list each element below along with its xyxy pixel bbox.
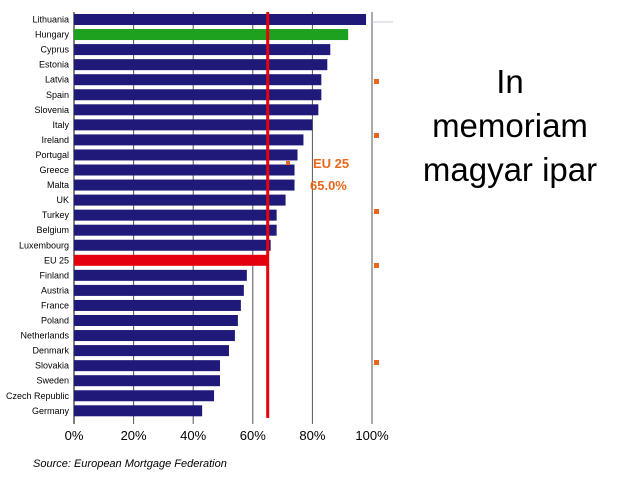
- category-label: Denmark: [32, 346, 69, 356]
- category-label: France: [41, 300, 69, 310]
- bar: [74, 360, 221, 372]
- category-label: Lithuania: [32, 15, 69, 25]
- side-caption-line-1: In: [496, 63, 524, 100]
- bars: [74, 14, 367, 417]
- orange-marker: [374, 360, 379, 365]
- bar: [74, 104, 319, 116]
- eu25-reference: EU 25 65.0%: [266, 12, 349, 418]
- category-label: UK: [56, 195, 69, 205]
- bar: [74, 284, 244, 296]
- x-tick-label: 60%: [240, 428, 266, 443]
- category-label: Italy: [52, 120, 69, 130]
- bar: [74, 74, 322, 86]
- category-label: Netherlands: [20, 331, 69, 341]
- bar: [74, 224, 277, 236]
- category-label: Malta: [47, 180, 69, 190]
- bar: [74, 164, 295, 176]
- reference-label-name: EU 25: [313, 156, 349, 171]
- category-label: Hungary: [35, 30, 70, 40]
- bar: [74, 14, 367, 25]
- category-labels: Lithuania Hungary Cyprus Estonia Latvia Spain…: [6, 15, 70, 416]
- category-label: Turkey: [42, 210, 70, 220]
- x-tick-label: 40%: [180, 428, 206, 443]
- x-tick-label: 20%: [121, 428, 147, 443]
- bar: [74, 149, 298, 161]
- bar: [74, 330, 235, 342]
- category-label: Poland: [41, 316, 69, 326]
- category-label: Spain: [46, 90, 69, 100]
- category-label: Portugal: [35, 150, 69, 160]
- bar: [74, 29, 349, 41]
- x-tick-label: 100%: [355, 428, 389, 443]
- x-tick-label: 0%: [65, 428, 84, 443]
- bar: [74, 315, 238, 326]
- bar: [74, 239, 271, 251]
- bar: [74, 179, 295, 191]
- bar: [74, 299, 241, 311]
- orange-marker: [374, 209, 379, 214]
- category-label: Estonia: [39, 60, 69, 70]
- x-tick-label: 80%: [299, 428, 325, 443]
- bar: [74, 119, 313, 131]
- orange-marker: [374, 133, 379, 138]
- side-caption: In memoriam magyar ipar: [392, 60, 628, 192]
- bar: [74, 345, 229, 357]
- orange-markers: [374, 79, 379, 365]
- category-label: Belgium: [36, 225, 69, 235]
- bar: [74, 254, 268, 266]
- category-label: Sweden: [36, 376, 69, 386]
- category-label: Finland: [39, 270, 69, 280]
- bar: [74, 209, 277, 221]
- bar: [74, 134, 304, 146]
- side-caption-line-3: magyar ipar: [422, 151, 598, 188]
- category-label: Austria: [41, 285, 69, 295]
- bar: [74, 194, 286, 206]
- bar: [74, 375, 221, 387]
- bar: [74, 59, 328, 71]
- category-label: Czech Republic: [6, 391, 70, 401]
- category-label: EU 25: [44, 255, 69, 265]
- bar: [74, 390, 215, 402]
- orange-marker: [374, 79, 379, 84]
- category-label: Luxembourg: [19, 240, 69, 250]
- category-label: Germany: [32, 406, 70, 416]
- category-label: Slovakia: [35, 361, 69, 371]
- category-label: Cyprus: [40, 45, 69, 55]
- category-label: Ireland: [41, 135, 69, 145]
- category-label: Greece: [39, 165, 69, 175]
- orange-marker: [374, 263, 379, 268]
- source-note: Source: European Mortgage Federation: [33, 458, 227, 470]
- category-label: Latvia: [45, 75, 69, 85]
- bar: [74, 89, 322, 101]
- reference-label-bullet: [286, 161, 290, 165]
- bar: [74, 405, 203, 417]
- category-label: Slovenia: [34, 105, 69, 115]
- bar: [74, 269, 247, 281]
- x-tick-labels: 0% 20% 40% 60% 80% 100%: [65, 428, 389, 443]
- side-caption-line-2: memoriam: [432, 107, 588, 144]
- reference-label-value: 65.0%: [310, 178, 347, 193]
- bar: [74, 44, 331, 56]
